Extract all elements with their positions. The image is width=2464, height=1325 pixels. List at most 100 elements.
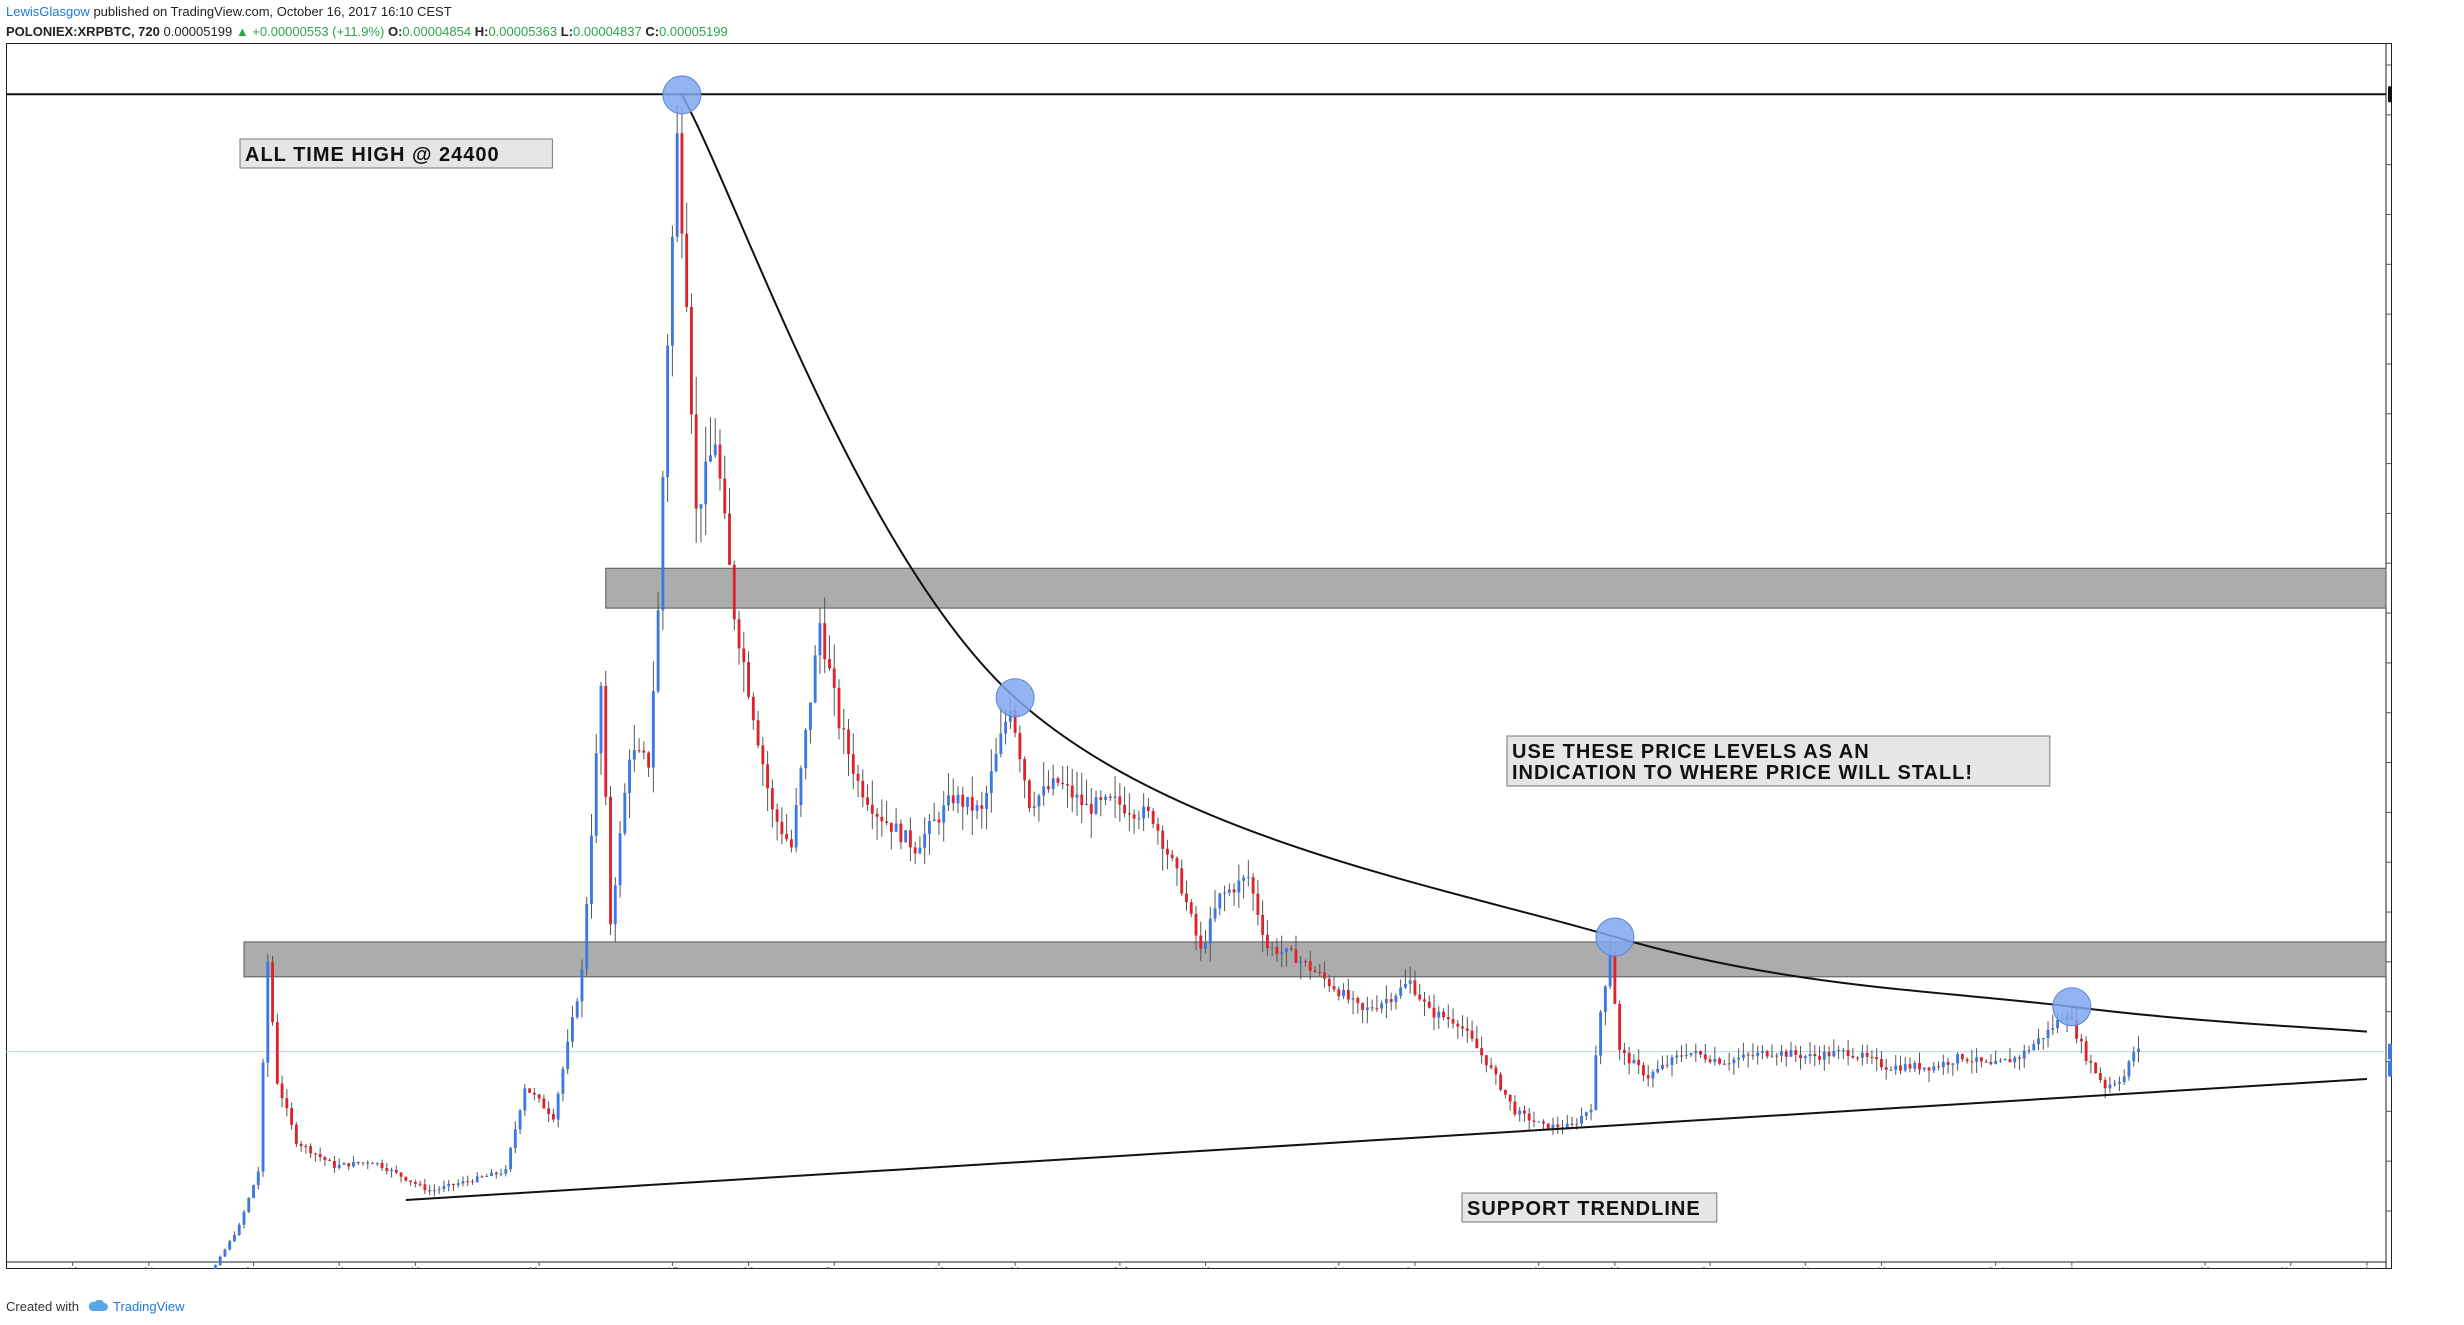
candle <box>1946 1057 1950 1074</box>
candle <box>275 1013 279 1086</box>
publisher-line: LewisGlasgow published on TradingView.co… <box>6 2 1906 22</box>
cloud-icon <box>88 1300 108 1311</box>
candle-body <box>375 1163 379 1165</box>
candle <box>1913 1060 1917 1072</box>
candle-body <box>1108 796 1112 798</box>
candle <box>718 429 722 491</box>
candle <box>1270 942 1274 957</box>
x-tick-label: 23 <box>742 1266 754 1269</box>
candle <box>271 955 274 1026</box>
candle <box>1227 883 1231 896</box>
candle <box>542 1094 546 1109</box>
candle-body <box>1856 1057 1860 1059</box>
candle <box>2084 1036 2088 1065</box>
candle-body <box>461 1181 465 1184</box>
candle-body <box>266 961 270 1063</box>
candle-body <box>1104 796 1107 800</box>
candle <box>1375 995 1379 1012</box>
candle <box>537 1093 541 1103</box>
candle <box>399 1172 403 1183</box>
candle-body <box>666 345 670 478</box>
candle <box>1975 1048 1979 1073</box>
candle-body <box>1913 1062 1917 1069</box>
candle <box>1484 1055 1488 1073</box>
candle-body <box>937 819 941 823</box>
candle-body <box>1389 999 1393 1003</box>
candle-body <box>1070 785 1074 798</box>
candle <box>509 1146 512 1172</box>
candle <box>1518 1106 1522 1122</box>
candle <box>2108 1076 2112 1093</box>
candle-body <box>761 745 765 765</box>
candle <box>1070 768 1074 813</box>
candle <box>418 1180 422 1187</box>
candle <box>323 1156 327 1166</box>
tradingview-link[interactable]: TradingView <box>87 1299 185 1314</box>
x-tick-label: 23 <box>2199 1266 2211 1269</box>
author-link[interactable]: LewisGlasgow <box>6 4 90 19</box>
candle-body <box>2137 1048 2140 1053</box>
candle <box>1622 1042 1626 1065</box>
candle <box>1937 1061 1940 1071</box>
candle <box>513 1121 517 1154</box>
price-chart[interactable]: 0.000020000.000030000.000040000.00005000… <box>6 43 2392 1269</box>
candle-body <box>518 1110 522 1130</box>
chart-area[interactable]: 0.000020000.000030000.000040000.00005000… <box>6 43 2392 1269</box>
candle <box>866 784 869 811</box>
x-tick-label: 15 <box>666 1266 678 1269</box>
support-trendline <box>405 1077 2368 1202</box>
candle-body <box>594 753 598 836</box>
candle-body <box>1665 1064 1669 1066</box>
candle <box>2118 1076 2121 1092</box>
candle-body <box>504 1169 508 1174</box>
candle <box>2037 1028 2040 1050</box>
candle-body <box>1342 990 1345 997</box>
candle <box>1437 1006 1441 1029</box>
x-tick-label: Aug <box>1404 1266 1425 1269</box>
candle <box>585 896 589 976</box>
candle <box>1232 883 1236 906</box>
candle <box>580 959 584 1018</box>
candle-body <box>1670 1057 1674 1066</box>
candle-body <box>609 796 612 925</box>
candle <box>1223 885 1226 912</box>
candle-body <box>490 1172 493 1176</box>
candle <box>728 487 731 566</box>
candle-body <box>1803 1056 1807 1059</box>
candle <box>456 1179 460 1188</box>
candle-body <box>380 1163 384 1169</box>
candle-body <box>294 1124 298 1145</box>
candle-body <box>1094 797 1098 814</box>
candle-body <box>894 823 898 832</box>
candle <box>333 1155 336 1173</box>
countdown-tag: 09:49:10 <box>2388 1060 2392 1077</box>
candle <box>485 1173 489 1177</box>
candle-body <box>709 455 712 462</box>
candle <box>1108 793 1112 801</box>
candle-body <box>261 1062 265 1172</box>
candle <box>1423 992 1426 1017</box>
candle-body <box>2122 1076 2126 1083</box>
candle-body <box>233 1234 236 1242</box>
candle <box>1356 996 1360 1014</box>
candle-body <box>766 764 770 789</box>
candle-body <box>566 1041 570 1070</box>
candle <box>466 1175 470 1186</box>
candle-body <box>1656 1068 1660 1073</box>
candle <box>699 504 703 543</box>
candle <box>1080 772 1084 824</box>
candle-body <box>1437 1011 1441 1018</box>
candle <box>2089 1054 2093 1074</box>
candle-body <box>423 1184 427 1191</box>
candle-body <box>775 809 779 822</box>
candle <box>1489 1057 1493 1070</box>
candle <box>1251 873 1255 911</box>
candle <box>1327 974 1331 993</box>
candle-body <box>1099 797 1103 800</box>
candle-body <box>1737 1057 1741 1060</box>
candle-body <box>1513 1101 1517 1115</box>
candle <box>294 1122 298 1148</box>
candle <box>623 783 627 836</box>
candle-body <box>1756 1052 1760 1056</box>
candle-body <box>680 133 684 234</box>
